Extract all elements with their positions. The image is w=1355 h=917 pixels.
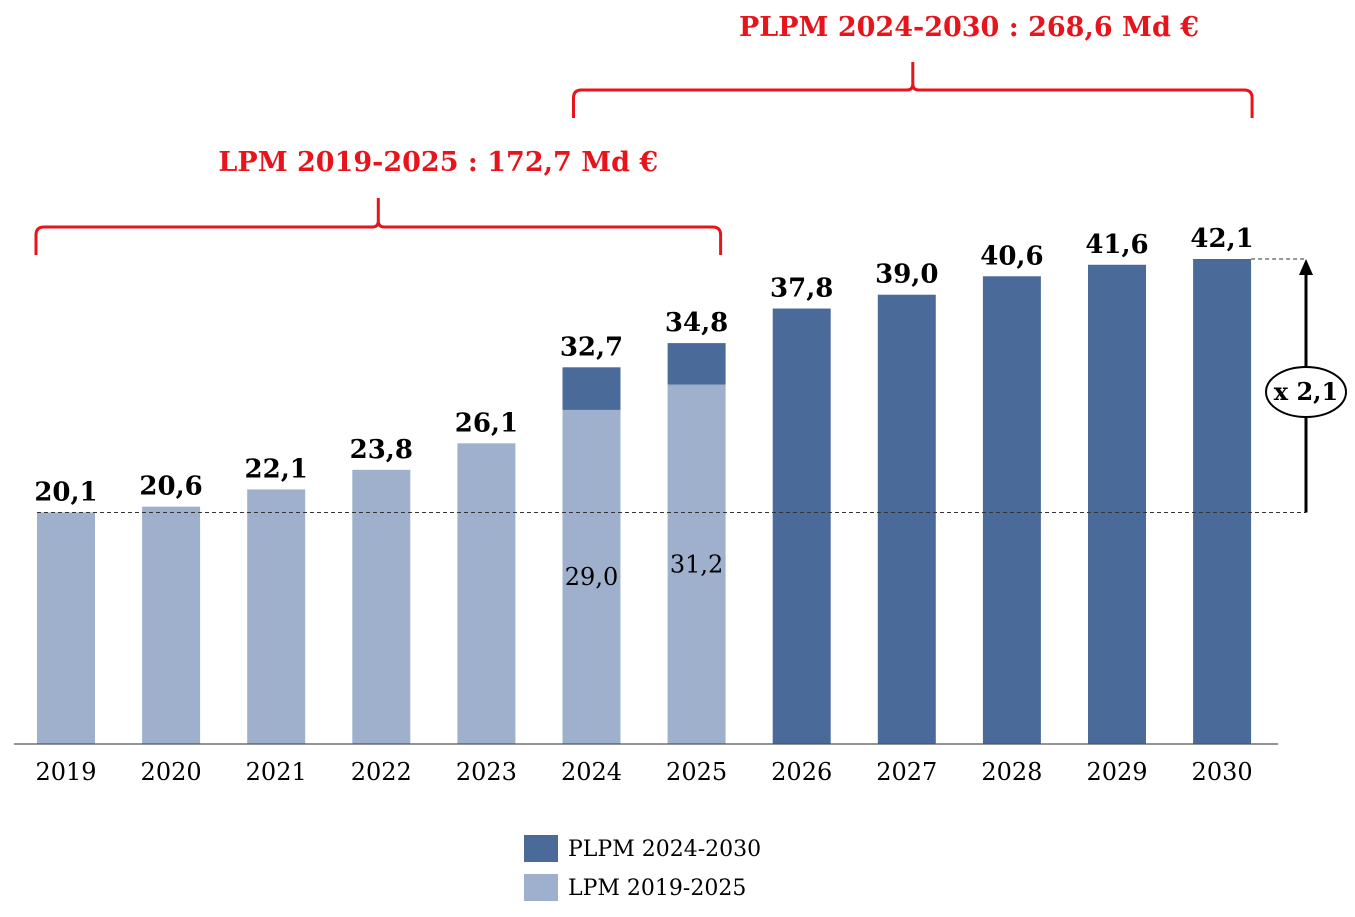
labels-layer: 20,1 20,6 22,1 23,8 26,1 32,7 29,0 34,8 31,2 37,8… [34, 224, 1253, 591]
growth-label: x 2,1 [1274, 377, 1338, 406]
growth-ellipse [1265, 366, 1347, 418]
bars-layer [37, 259, 1252, 744]
bar-lpm-2021 [247, 489, 306, 744]
lpm-bracket [34, 198, 723, 255]
brackets-layer: LPM 2019-2025 : 172,7 Md € PLPM 2024-203… [34, 12, 1254, 255]
x-tick-2023: 2023 [456, 758, 517, 786]
x-tick-2026: 2026 [771, 758, 832, 786]
total-label-2020: 20,6 [139, 472, 202, 502]
plpm-bracket-label: PLPM 2024-2030 : 268,6 Md € [739, 12, 1199, 43]
bar-lpm-2019 [37, 512, 95, 744]
x-tick-2030: 2030 [1192, 758, 1253, 786]
growth-annotation: x 2,1 [1265, 259, 1347, 513]
bar-lpm-2022 [352, 469, 411, 744]
legend-label-lpm: LPM 2019-2025 [568, 876, 746, 901]
bar-plpm-2027 [877, 294, 936, 744]
bar-plpm-2029 [1088, 264, 1146, 744]
total-label-2022: 23,8 [350, 435, 413, 465]
legend-label-plpm: PLPM 2024-2030 [568, 837, 761, 862]
x-axis-ticks: 2019 2020 2021 2022 2023 2024 2025 2026 2027 2028… [35, 758, 1252, 786]
bar-plpm-2025 [667, 343, 726, 385]
total-label-2019: 20,1 [34, 477, 97, 507]
x-tick-2024: 2024 [561, 758, 622, 786]
total-label-2027: 39,0 [875, 260, 938, 290]
bar-plpm-2028 [982, 276, 1041, 744]
x-tick-2020: 2020 [141, 758, 202, 786]
bar-plpm-2026 [772, 308, 831, 744]
total-label-2025: 34,8 [665, 308, 728, 338]
x-tick-2022: 2022 [351, 758, 412, 786]
total-label-2028: 40,6 [980, 241, 1043, 271]
bar-lpm-2024 [562, 409, 621, 744]
x-tick-2025: 2025 [666, 758, 727, 786]
x-tick-2027: 2027 [876, 758, 937, 786]
inner-label-2025: 31,2 [670, 550, 723, 578]
bar-lpm-2020 [142, 506, 201, 744]
x-tick-2019: 2019 [35, 758, 96, 786]
x-tick-2029: 2029 [1086, 758, 1147, 786]
x-tick-2028: 2028 [981, 758, 1042, 786]
legend-swatch-plpm [524, 835, 558, 862]
legend-swatch-lpm [524, 874, 558, 901]
bar-plpm-2030 [1193, 259, 1252, 744]
bar-plpm-2024 [562, 367, 621, 410]
total-label-2029: 41,6 [1085, 230, 1148, 260]
inner-label-2024: 29,0 [565, 563, 618, 591]
x-tick-2021: 2021 [246, 758, 307, 786]
total-label-2030: 42,1 [1190, 224, 1253, 254]
bar-lpm-2025 [667, 384, 726, 744]
legend: PLPM 2024-2030 LPM 2019-2025 [524, 835, 761, 901]
growth-arrowhead-icon [1299, 259, 1313, 276]
plpm-bracket [572, 62, 1254, 118]
total-label-2026: 37,8 [770, 274, 833, 304]
total-label-2024: 32,7 [560, 332, 623, 362]
total-label-2023: 26,1 [455, 408, 518, 438]
bar-lpm-2023 [457, 443, 516, 744]
lpm-bracket-label: LPM 2019-2025 : 172,7 Md € [218, 147, 658, 178]
total-label-2021: 22,1 [245, 454, 308, 484]
